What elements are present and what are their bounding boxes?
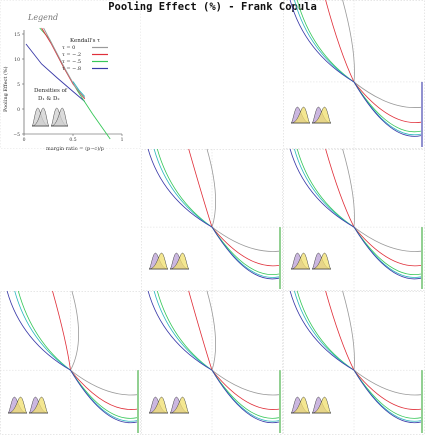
series-line [325,290,422,410]
series-line [294,0,422,136]
series-line [342,148,422,252]
legend-series-line [72,81,86,97]
legend-entry-label: τ = −.2 [62,52,81,58]
series-line [289,148,422,280]
legend-xlabel: margin ratio = (p−c)/p [46,145,104,152]
series-line [52,290,138,410]
legend-cell-border [0,0,141,149]
density-hump [148,396,169,414]
density-glyph [31,107,69,127]
legend-entry-label: τ = −.5 [62,59,81,65]
series-line [325,148,422,267]
density-glyph [290,252,332,270]
density-hump [28,396,49,414]
legend-y-tick-label: 10 [14,57,20,63]
series-line [342,290,422,396]
density-hump [290,106,311,124]
panel-r2-c2 [141,148,283,291]
density-hump [311,106,332,124]
density-hump [290,252,311,270]
legend-y-tick-label: 15 [14,32,20,38]
legend-y-tick-label: 0 [17,107,20,113]
legend-x-tick-label: 0 [23,137,26,143]
series-line [153,290,280,422]
density-hump [311,252,332,270]
density-glyph [290,106,332,124]
legend-y-tick-label: 5 [17,82,20,88]
series-line [325,0,422,124]
panel-r2-c3 [283,148,425,291]
series-line [342,0,422,108]
density-glyph [148,252,190,270]
density-glyph [290,396,332,414]
legend-ylabel: Pooling Effect (%) [2,66,9,112]
density-hump [31,107,50,127]
series-line [294,148,422,278]
legend-heading: Legend [27,13,58,22]
page-title: Pooling Effect (%) - Frank Copula [108,1,317,13]
series-line [147,290,280,424]
panel-r3-c3 [283,290,425,435]
series-line [147,148,280,280]
series-line [153,148,280,278]
density-hump [169,396,190,414]
density-hump [7,396,28,414]
series-line [69,290,138,396]
density-hump [50,107,69,127]
series-line [188,290,280,410]
panel-r3-c1 [0,290,141,435]
series-line [296,148,422,276]
kendall-tau-heading: Kendall's τ [70,38,100,44]
series-line [296,290,422,419]
series-line [289,0,422,137]
legend-entry-label: τ = 0 [62,45,75,51]
panel-r3-c2 [141,290,283,435]
legend-entry-label: τ = −.8 [62,66,81,72]
legend-y-tick-label: −5 [13,132,20,138]
legend-x-tick-label: 0.5 [69,137,76,143]
density-glyph [148,396,190,414]
density-hump [169,252,190,270]
legend-series-line [25,43,86,102]
panel-r1-c3 [283,0,425,149]
legend-panel: Legend Kendall's τ Densities of D₁ & D₂ … [2,13,124,152]
legend-x-tick-label: 1 [121,137,124,143]
series-line [6,290,138,424]
density-glyph [7,396,49,414]
series-line [289,290,422,424]
density-hump [311,396,332,414]
series-line [188,148,280,267]
series-line [294,290,422,422]
density-hump [148,252,169,270]
densities-heading-line1: Densities of [34,88,68,94]
densities-heading-line2: D₁ & D₂ [38,96,60,102]
density-hump [290,396,311,414]
legend-series-line [43,27,86,99]
